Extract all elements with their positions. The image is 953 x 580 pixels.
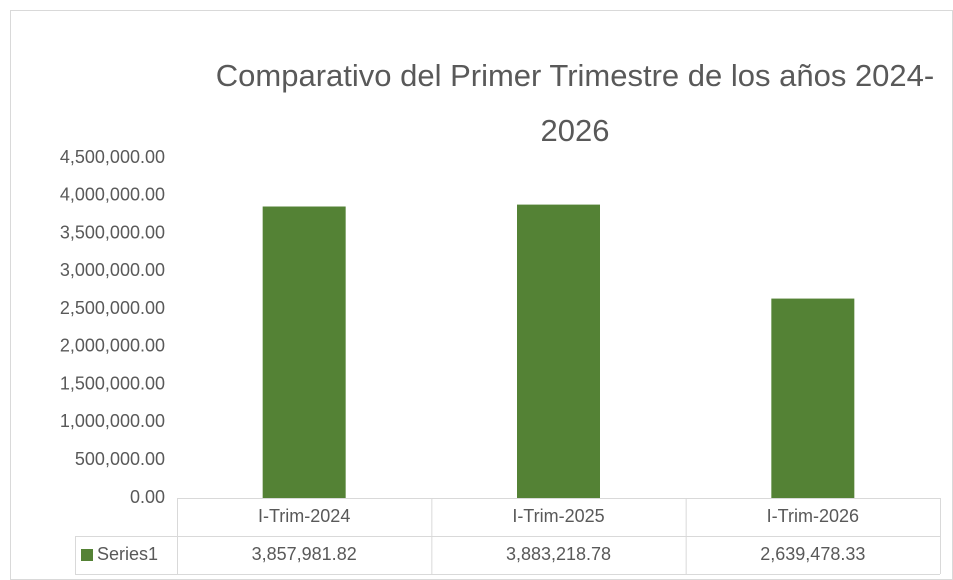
table-value: 2,639,478.33 [760,544,865,564]
chart-title: Comparativo del Primer Trimestre de los … [215,58,935,148]
y-tick-label: 4,000,000.00 [60,185,165,205]
y-tick-label: 3,500,000.00 [60,222,165,242]
y-tick-label: 500,000.00 [75,449,165,469]
y-tick-label: 0.00 [130,487,165,507]
y-tick-label: 4,500,000.00 [60,147,165,167]
x-tick-label: I-Trim-2026 [767,506,859,526]
y-tick-label: 3,000,000.00 [60,260,165,280]
y-tick-label: 2,000,000.00 [60,336,165,356]
y-tick-label: 1,000,000.00 [60,411,165,431]
bar [771,298,855,498]
legend-key [81,549,93,561]
legend-label: Series1 [97,544,158,564]
table-value: 3,857,981.82 [252,544,357,564]
y-tick-label: 1,500,000.00 [60,373,165,393]
x-tick-label: I-Trim-2025 [512,506,604,526]
bar [262,206,346,498]
bar [517,204,600,498]
table-value: 3,883,218.78 [506,544,611,564]
x-tick-label: I-Trim-2024 [258,506,350,526]
y-tick-label: 2,500,000.00 [60,298,165,318]
